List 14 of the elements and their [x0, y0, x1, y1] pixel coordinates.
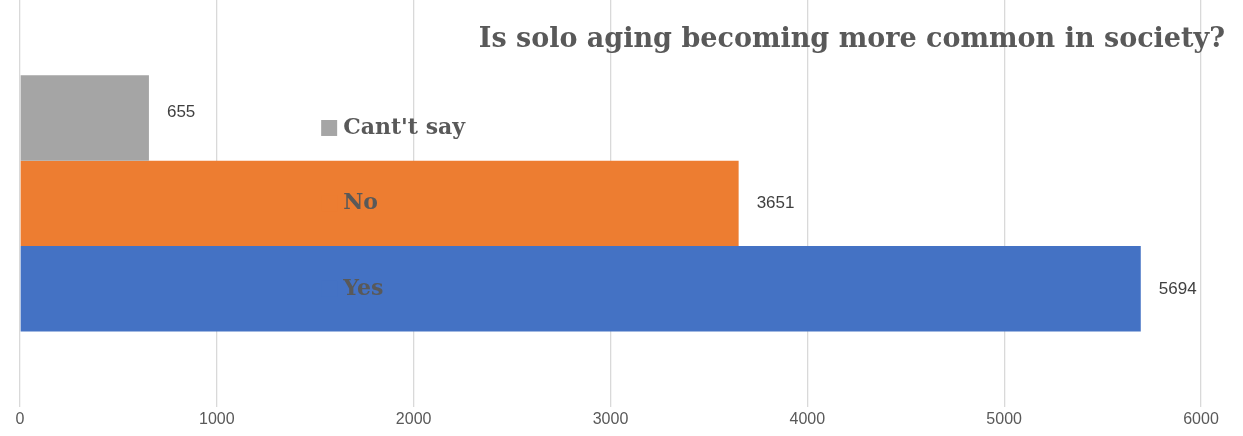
x-tick-label: 0	[15, 409, 25, 427]
series-label: Yes	[342, 273, 384, 300]
data-label: 5694	[1158, 278, 1197, 298]
data-label: 3651	[756, 193, 795, 213]
x-tick-label: 6000	[1183, 409, 1219, 427]
x-tick-label: 2000	[395, 409, 432, 427]
data-label: 655	[166, 101, 196, 121]
legend-label: Cant't say	[343, 112, 467, 139]
x-tick-label: 5000	[986, 409, 1023, 427]
x-tick-label: 4000	[789, 409, 826, 427]
text: Is solo aging becoming more common in society?	[478, 22, 1225, 53]
x-tick-label: 1000	[199, 409, 235, 427]
series-label: No	[343, 188, 378, 215]
x-tick-label: 3000	[592, 409, 629, 427]
